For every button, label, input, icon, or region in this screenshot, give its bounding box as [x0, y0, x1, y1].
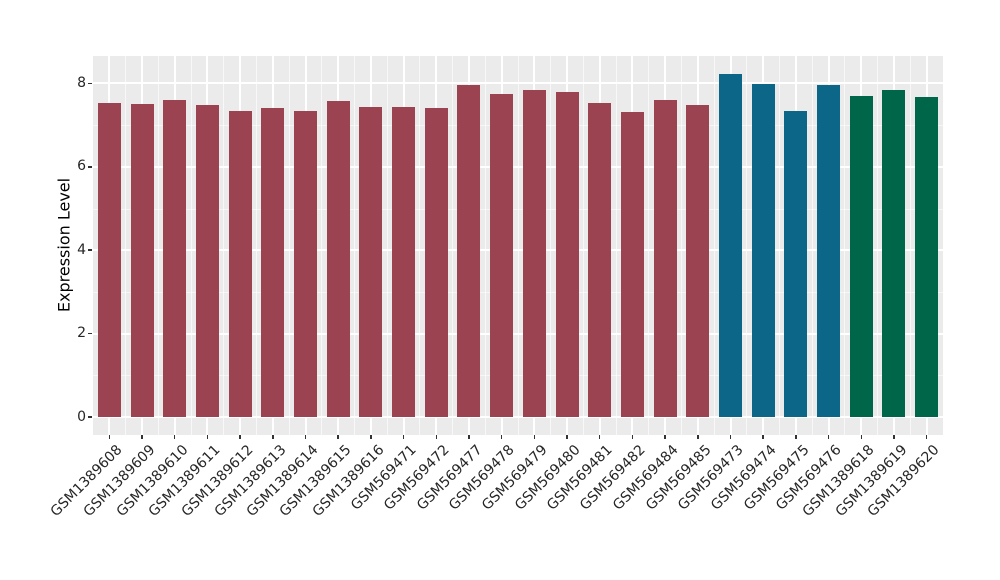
bar-GSM569482	[620, 112, 644, 417]
bar-GSM569473	[719, 74, 742, 417]
x-tick-mark	[272, 435, 274, 439]
x-gridline-minor	[713, 56, 715, 435]
x-tick-mark	[533, 435, 536, 439]
x-tick-mark	[697, 435, 699, 439]
x-tick-mark	[468, 435, 470, 439]
bar-GSM569485	[686, 104, 710, 417]
x-gridline-minor	[288, 56, 290, 435]
bar-GSM569478	[490, 94, 514, 417]
x-gridline-minor	[680, 56, 682, 435]
x-gridline-minor	[125, 56, 127, 435]
x-tick-mark	[827, 435, 830, 439]
bar-GSM1389611	[195, 105, 219, 417]
y-tick-label: 0	[77, 408, 86, 425]
x-gridline-minor	[648, 56, 650, 435]
x-tick-mark	[500, 435, 503, 439]
x-tick-mark	[729, 435, 732, 439]
x-gridline-minor	[779, 56, 781, 435]
bar-GSM569481	[588, 103, 612, 417]
x-gridline-minor	[386, 56, 388, 435]
bar-GSM569472	[424, 108, 448, 417]
y-tick-mark	[88, 82, 92, 85]
bar-GSM1389615	[326, 100, 350, 417]
x-gridline-minor	[484, 56, 486, 435]
x-gridline-minor	[419, 56, 421, 435]
bar-GSM1389620	[915, 97, 939, 417]
x-gridline-minor	[746, 56, 748, 435]
bar-GSM1389610	[163, 100, 187, 417]
x-gridline-minor	[550, 56, 552, 435]
x-tick-mark	[337, 435, 339, 439]
x-tick-mark	[893, 435, 895, 439]
bar-GSM1389616	[359, 106, 383, 417]
x-gridline-minor	[157, 56, 159, 435]
x-tick-mark	[566, 435, 568, 439]
x-tick-mark	[795, 435, 797, 439]
x-gridline-minor	[223, 56, 225, 435]
bar-GSM569484	[653, 100, 677, 417]
bar-GSM569476	[817, 85, 841, 417]
bar-GSM1389612	[228, 110, 252, 417]
x-tick-mark	[239, 435, 241, 439]
x-gridline-minor	[877, 56, 879, 435]
x-tick-mark	[860, 435, 863, 439]
y-tick-mark	[88, 416, 92, 418]
y-tick-mark	[88, 332, 92, 335]
bar-GSM1389618	[849, 96, 873, 417]
x-gridline-minor	[811, 56, 813, 435]
x-tick-mark	[141, 435, 143, 439]
x-gridline-minor	[517, 56, 519, 435]
x-tick-mark	[304, 435, 307, 439]
x-tick-mark	[925, 435, 928, 439]
bar-GSM569471	[392, 107, 416, 417]
x-tick-mark	[598, 435, 601, 439]
x-gridline-minor	[354, 56, 356, 435]
x-tick-mark	[108, 435, 111, 439]
bar-GSM1389619	[882, 90, 906, 417]
x-gridline-minor	[909, 56, 911, 435]
x-tick-mark	[664, 435, 666, 439]
bar-GSM569475	[784, 111, 808, 417]
bar-GSM1389608	[97, 103, 121, 417]
bar-GSM569479	[522, 89, 546, 417]
bar-GSM1389614	[294, 110, 317, 417]
plot-panel	[93, 56, 943, 435]
x-tick-mark	[762, 435, 764, 439]
y-tick-label: 6	[77, 158, 86, 175]
x-gridline-minor	[321, 56, 323, 435]
y-tick-label: 8	[77, 74, 86, 91]
x-tick-mark	[173, 435, 176, 439]
bar-GSM569480	[555, 92, 579, 417]
y-tick-label: 4	[77, 241, 86, 258]
x-tick-mark	[206, 435, 209, 439]
y-tick-mark	[88, 249, 92, 251]
bar-GSM1389609	[130, 104, 154, 417]
bar-GSM1389613	[261, 108, 285, 417]
x-tick-mark	[370, 435, 372, 439]
x-gridline-minor	[452, 56, 454, 435]
x-gridline-minor	[255, 56, 257, 435]
x-gridline-minor	[582, 56, 584, 435]
x-gridline-minor	[615, 56, 617, 435]
x-gridline-minor	[190, 56, 192, 435]
x-tick-mark	[402, 435, 405, 439]
x-tick-mark	[631, 435, 634, 439]
y-tick-mark	[88, 166, 92, 168]
x-tick-mark	[435, 435, 438, 439]
x-gridline-minor	[844, 56, 846, 435]
bar-GSM569474	[751, 84, 775, 417]
bar-GSM569477	[457, 84, 481, 417]
y-tick-label: 2	[77, 325, 86, 342]
